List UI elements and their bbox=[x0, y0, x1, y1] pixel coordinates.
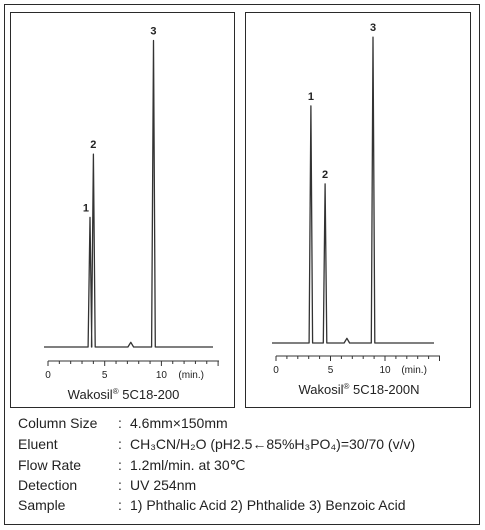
x-unit-label: (min.) bbox=[401, 365, 427, 376]
condition-label: Detection bbox=[18, 477, 78, 493]
condition-colon: : bbox=[118, 477, 122, 493]
condition-colon: : bbox=[118, 436, 122, 452]
peak-label-1: 1 bbox=[83, 202, 89, 214]
condition-value: CH₃CN/H₂O (pH2.5←85%H₃PO₄)=30/70 (v/v) bbox=[130, 436, 416, 452]
chart-title: Wakosil® 5C18-200N bbox=[298, 382, 419, 397]
peak-label-3: 3 bbox=[370, 22, 376, 34]
peak-label-1: 1 bbox=[308, 91, 314, 103]
chromatogram-trace bbox=[272, 36, 434, 344]
condition-label: Sample bbox=[18, 497, 66, 513]
figure-frame bbox=[4, 4, 480, 525]
chromatogram-left: 1 2 3 0 5 10 (min.) Wakosil® 5C18-200 bbox=[44, 25, 219, 402]
condition-value: UV 254nm bbox=[130, 477, 197, 493]
chromatogram-panel-left: 1 2 3 0 5 10 (min.) Wakosil® 5C18-200 bbox=[10, 12, 235, 408]
condition-value: 1.2ml/min. at 30℃ bbox=[130, 457, 246, 473]
condition-colon: : bbox=[118, 415, 122, 431]
x-tick-label: 5 bbox=[102, 370, 108, 381]
chromatogram-trace bbox=[44, 39, 213, 348]
condition-label: Eluent bbox=[18, 436, 58, 452]
chromatogram-right: 1 2 3 0 5 10 (min.) Wakosil® 5C18-200N bbox=[272, 22, 440, 397]
condition-value: 4.6mm×150mm bbox=[130, 415, 228, 431]
peak-label-2: 2 bbox=[90, 139, 96, 151]
condition-label: Column Size bbox=[18, 415, 98, 431]
condition-label: Flow Rate bbox=[18, 457, 82, 473]
peak-label-3: 3 bbox=[150, 25, 156, 37]
chart-title: Wakosil® 5C18-200 bbox=[68, 387, 180, 402]
condition-colon: : bbox=[118, 457, 122, 473]
condition-value: 1) Phthalic Acid 2) Phthalide 3) Benzoic… bbox=[130, 497, 406, 513]
x-tick-label: 5 bbox=[328, 365, 334, 376]
chromatogram-panel-right: 1 2 3 0 5 10 (min.) Wakosil® 5C18-200N bbox=[245, 12, 471, 408]
x-tick-label: 0 bbox=[45, 370, 51, 381]
peak-label-2: 2 bbox=[322, 169, 328, 181]
x-unit-label: (min.) bbox=[178, 370, 204, 381]
condition-colon: : bbox=[118, 497, 122, 513]
x-tick-label: 10 bbox=[156, 370, 168, 381]
x-tick-label: 0 bbox=[273, 365, 279, 376]
x-tick-label: 10 bbox=[379, 365, 391, 376]
